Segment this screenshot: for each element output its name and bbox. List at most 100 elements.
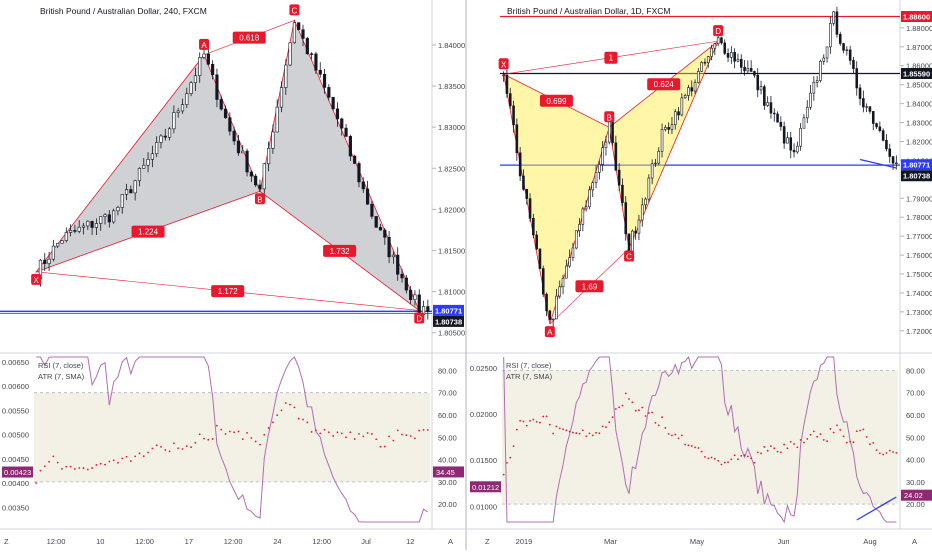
- candle-body: [60, 240, 64, 244]
- atr-dot: [519, 419, 522, 422]
- corner-label-a: A: [448, 537, 453, 546]
- atr-dot: [319, 432, 322, 435]
- pattern-point-badge: [544, 326, 555, 338]
- candle-body: [159, 135, 163, 143]
- y-tick-label: 1.81500: [438, 246, 465, 255]
- rsi-tick-label: 70.00: [906, 389, 925, 398]
- atr-dot: [121, 457, 124, 460]
- candle-body: [508, 93, 512, 107]
- candle-body: [163, 135, 167, 138]
- candle-body: [99, 216, 103, 224]
- atr-dot: [631, 401, 634, 404]
- atr-dot: [340, 432, 343, 435]
- candle-body: [538, 248, 542, 269]
- x-tick-label: 12:00: [47, 537, 66, 546]
- atr-dot: [43, 465, 46, 468]
- atr-dot: [216, 424, 218, 427]
- atr-dot: [35, 482, 38, 484]
- atr-dot: [117, 461, 119, 464]
- candle-body: [331, 96, 335, 110]
- y-tick-label: 1.83000: [438, 123, 465, 132]
- candle-body: [862, 98, 865, 108]
- atr-dot: [605, 426, 607, 429]
- x-tick-label: 12: [406, 537, 414, 546]
- atr-dot: [803, 441, 805, 444]
- candle-body: [94, 223, 99, 228]
- candle-body: [124, 189, 129, 195]
- candle-body: [845, 49, 849, 51]
- candle-body: [739, 58, 743, 68]
- atr-dot: [882, 453, 885, 456]
- candle-body: [357, 163, 361, 183]
- atr-dot: [555, 425, 558, 428]
- candle-body: [254, 175, 258, 186]
- atr-dot: [733, 454, 736, 457]
- candle-body: [865, 106, 868, 108]
- candle-body: [322, 73, 327, 88]
- candle-body: [640, 204, 644, 221]
- x-tick-label: 17: [185, 537, 193, 546]
- atr-dot: [611, 416, 614, 419]
- rsi-band: [34, 392, 430, 482]
- candle-body: [518, 152, 522, 177]
- candle-body: [353, 155, 357, 164]
- atr-dot: [862, 428, 865, 431]
- atr-dot: [829, 428, 832, 430]
- rsi-last-badge: [901, 489, 932, 501]
- candle-body: [644, 198, 647, 206]
- candle-body: [344, 127, 348, 137]
- atr-dot: [892, 451, 894, 453]
- atr-dot: [306, 421, 309, 424]
- atr-dot: [713, 457, 716, 460]
- rsi-tick-label: 30.00: [438, 478, 457, 487]
- candle-body: [532, 217, 535, 236]
- atr-dot: [852, 441, 855, 444]
- candle-body: [713, 43, 717, 49]
- atr-dot: [700, 450, 703, 453]
- candle-body: [832, 11, 835, 24]
- atr-dot: [766, 449, 769, 452]
- rsi-tick-label: 20.00: [906, 500, 925, 509]
- x-tick-label: May: [690, 537, 704, 546]
- atr-dot: [888, 449, 891, 452]
- rsi-legend: RSI (7, close): [506, 361, 552, 370]
- atr-tick-label: 0.01500: [470, 456, 497, 465]
- atr-dot: [164, 449, 167, 451]
- candle-body: [155, 142, 159, 155]
- atr-dot: [155, 444, 158, 447]
- atr-dot: [746, 455, 749, 458]
- atr-dot: [129, 460, 132, 462]
- atr-dot: [345, 436, 347, 439]
- candle-body: [150, 153, 154, 160]
- candle-body: [522, 175, 525, 190]
- atr-dot: [147, 451, 149, 454]
- atr-dot: [241, 438, 244, 441]
- atr-dot: [552, 432, 555, 435]
- atr-dot: [405, 434, 408, 437]
- atr-dot: [859, 429, 861, 432]
- candle-body: [812, 82, 816, 94]
- price-scale-value: 1.80771: [435, 306, 462, 315]
- candle-body: [631, 230, 634, 252]
- atr-dot: [65, 465, 68, 468]
- atr-dot: [707, 457, 710, 460]
- pattern-point-label: X: [501, 60, 507, 69]
- candle-body: [211, 63, 215, 76]
- candle-body: [73, 230, 77, 232]
- candle-body: [594, 172, 598, 183]
- candle-body: [409, 289, 413, 300]
- atr-dot: [353, 438, 356, 440]
- atr-dot: [558, 427, 561, 430]
- candle-body: [772, 112, 776, 115]
- rsi-last-badge: [433, 466, 464, 478]
- candle-body: [617, 169, 621, 186]
- candle-body: [512, 105, 515, 126]
- candle-body: [868, 106, 872, 112]
- atr-dot: [233, 431, 236, 434]
- atr-dot: [73, 468, 76, 470]
- candle-body: [733, 52, 736, 62]
- price-scale-badge: [901, 11, 932, 23]
- atr-dot: [565, 429, 568, 432]
- indicator-divergence-line: [856, 496, 897, 521]
- atr-dot: [379, 445, 382, 448]
